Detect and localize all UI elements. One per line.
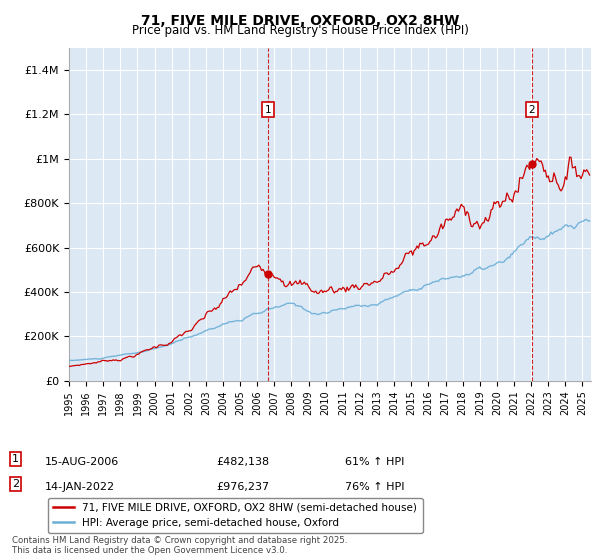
Legend: 71, FIVE MILE DRIVE, OXFORD, OX2 8HW (semi-detached house), HPI: Average price, : 71, FIVE MILE DRIVE, OXFORD, OX2 8HW (se… (48, 498, 422, 533)
Text: 15-AUG-2006: 15-AUG-2006 (45, 457, 119, 467)
Text: 71, FIVE MILE DRIVE, OXFORD, OX2 8HW: 71, FIVE MILE DRIVE, OXFORD, OX2 8HW (141, 14, 459, 28)
Text: Contains HM Land Registry data © Crown copyright and database right 2025.
This d: Contains HM Land Registry data © Crown c… (12, 536, 347, 556)
Text: 61% ↑ HPI: 61% ↑ HPI (345, 457, 404, 467)
Text: 2: 2 (529, 105, 535, 115)
Text: Price paid vs. HM Land Registry's House Price Index (HPI): Price paid vs. HM Land Registry's House … (131, 24, 469, 37)
Text: £976,237: £976,237 (216, 482, 269, 492)
Text: 14-JAN-2022: 14-JAN-2022 (45, 482, 115, 492)
Text: 1: 1 (265, 105, 271, 115)
Text: 76% ↑ HPI: 76% ↑ HPI (345, 482, 404, 492)
Text: £482,138: £482,138 (216, 457, 269, 467)
Text: 2: 2 (12, 479, 19, 489)
Text: 1: 1 (12, 454, 19, 464)
